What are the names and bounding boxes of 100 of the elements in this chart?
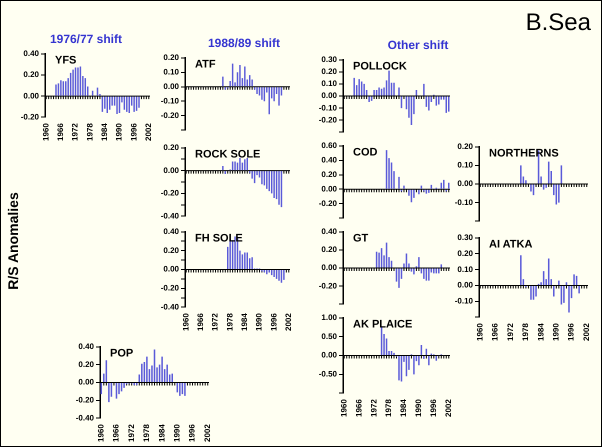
chart-title: AI ATKA (489, 238, 532, 250)
x-tick-label: 1996 (566, 322, 576, 341)
y-tick-label: 0.00 (321, 350, 338, 360)
x-tick-label: 1990 (254, 312, 264, 331)
y-tick-label: 0.00 (457, 179, 474, 188)
y-tick-label: -0.50 (318, 370, 338, 379)
x-tick-label: 1996 (429, 398, 438, 417)
y-tick-label: -0.10 (454, 296, 474, 306)
y-tick-label: 0.20 (321, 67, 338, 76)
x-tick-label: 1978 (142, 424, 152, 442)
y-tick-label: 0.20 (321, 170, 338, 179)
y-tick-label: 0.00 (321, 263, 338, 272)
chart-subtitle: 1988/89 shift (206, 36, 282, 50)
x-tick-label: 1978 (225, 312, 234, 331)
chart-title: GT (353, 232, 369, 244)
x-tick-label: 2002 (202, 424, 212, 442)
y-tick-label: 0.40 (23, 49, 40, 58)
chart-title: ROCK SOLE (195, 148, 260, 160)
y-tick-label: 0.00 (163, 166, 180, 175)
y-tick-label: 0.10 (457, 160, 474, 170)
y-tick-label: -0.20 (160, 284, 180, 293)
x-tick-label: 2002 (582, 322, 591, 341)
x-tick-label: 1978 (384, 398, 394, 417)
y-tick-label: 0.20 (163, 53, 180, 62)
x-tick-label: 1960 (181, 312, 190, 331)
y-tick-label: -0.20 (318, 115, 338, 124)
y-tick-label: 0.20 (457, 248, 474, 258)
x-tick-label: 1984 (157, 424, 166, 442)
y-tick-label: 0.00 (78, 378, 95, 387)
y-tick-label: 0.40 (321, 227, 338, 236)
x-tick-label: 2002 (144, 122, 153, 141)
x-tick-label: 1960 (41, 122, 50, 141)
x-tick-label: 1966 (112, 424, 121, 442)
x-tick-label: 2002 (444, 398, 453, 417)
y-tick-label: 0.40 (78, 342, 95, 352)
chart-title: AK PLAICE (353, 318, 412, 330)
x-tick-label: 1972 (369, 398, 378, 417)
x-tick-label: 1966 (56, 122, 66, 141)
chart-title: COD (353, 146, 378, 158)
y-tick-label: -0.10 (454, 198, 474, 207)
y-tick-label: 0.00 (321, 184, 338, 194)
y-tick-label: 0.20 (321, 245, 338, 254)
x-tick-label: 1984 (536, 322, 546, 341)
x-tick-label: 1996 (188, 424, 197, 442)
y-tick-label: -0.40 (76, 413, 95, 422)
x-tick-label: 1984 (399, 398, 408, 417)
y-axis-title: R/S Anomalies (5, 191, 22, 292)
y-tick-label: 0.40 (163, 227, 180, 236)
y-tick-label: -0.10 (160, 96, 180, 106)
y-tick-label: 0.00 (457, 280, 474, 290)
chart-subtitle: 1976/77 shift (48, 32, 124, 46)
chart-title: POLLOCK (353, 60, 407, 72)
x-tick-label: 1972 (210, 312, 220, 331)
y-tick-label: -0.40 (160, 302, 180, 312)
x-tick-label: 1966 (196, 312, 206, 331)
x-tick-label: 1966 (490, 322, 500, 341)
chart-title: ATF (195, 58, 216, 70)
y-tick-label: -0.20 (160, 110, 180, 120)
x-tick-label: 1960 (475, 322, 484, 341)
x-tick-label: 1996 (129, 122, 138, 141)
y-tick-label: 0.40 (321, 155, 338, 164)
y-tick-label: 0.00 (163, 264, 180, 274)
y-tick-label: 0.30 (457, 233, 474, 242)
y-tick-label: 0.30 (321, 55, 338, 64)
y-tick-label: 0.00 (23, 91, 40, 100)
y-tick-label: -0.20 (76, 396, 95, 405)
y-tick-label: 0.60 (321, 141, 338, 150)
y-tick-label: 0.10 (163, 67, 180, 76)
x-tick-label: 1972 (70, 122, 80, 141)
y-tick-label: 0.20 (78, 360, 95, 369)
x-tick-label: 1990 (114, 122, 124, 141)
x-tick-label: 1990 (552, 322, 561, 341)
x-tick-label: 1990 (172, 424, 182, 442)
x-tick-label: 1978 (521, 322, 530, 341)
chart-title: POP (110, 347, 134, 360)
x-tick-label: 1966 (354, 398, 364, 417)
y-tick-label: -0.20 (318, 281, 338, 290)
x-tick-label: 1972 (506, 322, 515, 341)
y-tick-label: 0.20 (23, 70, 40, 80)
y-tick-label: -0.20 (160, 188, 180, 198)
x-tick-label: 2002 (284, 312, 293, 331)
x-tick-label: 1960 (96, 424, 106, 442)
x-tick-label: 1996 (269, 312, 278, 331)
y-tick-label: 1.00 (321, 313, 338, 322)
y-tick-label: 0.10 (321, 79, 338, 88)
y-tick-label: 0.00 (321, 91, 338, 100)
text: B.Sea (526, 9, 591, 37)
y-tick-label: 0.50 (321, 332, 338, 341)
x-tick-label: 1972 (126, 424, 136, 442)
y-tick-label: -0.40 (160, 211, 180, 220)
y-tick-label: 0.10 (457, 264, 474, 274)
y-tick-label: 0.20 (457, 142, 474, 152)
y-tick-label: -0.20 (318, 198, 338, 208)
chart-subtitle: Other shift (386, 38, 450, 52)
y-tick-label: -0.10 (318, 103, 338, 112)
x-tick-label: 1990 (414, 398, 424, 417)
x-tick-label: 1978 (85, 122, 94, 141)
x-tick-label: 1984 (240, 312, 250, 331)
y-tick-label: 0.00 (163, 82, 180, 91)
y-tick-label: 0.20 (163, 143, 180, 152)
